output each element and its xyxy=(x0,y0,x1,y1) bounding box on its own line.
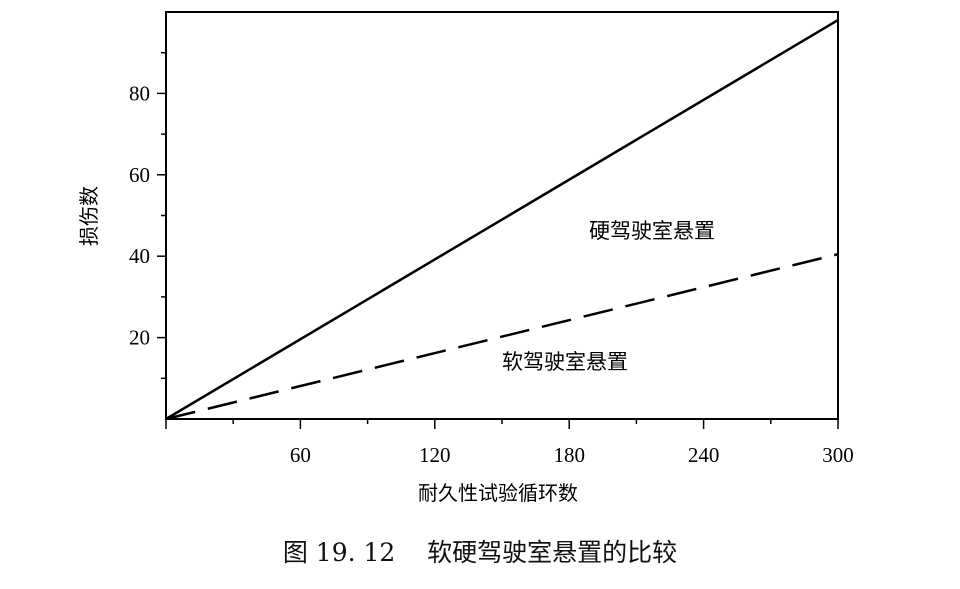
x-tick-label: 300 xyxy=(822,443,854,467)
y-tick-label: 80 xyxy=(129,81,150,105)
y-tick-label: 60 xyxy=(129,163,150,187)
x-tick-label: 240 xyxy=(688,443,720,467)
y-tick-label: 40 xyxy=(129,244,150,268)
x-tick-label: 120 xyxy=(419,443,451,467)
series-line-soft-cab-mount xyxy=(165,252,839,421)
annotation-soft-cab-mount: 软驾驶室悬置 xyxy=(502,350,628,374)
series-lines xyxy=(165,19,839,421)
series-line-hard-cab-mount xyxy=(165,19,839,421)
x-axis: 60 120 180 240 300 xyxy=(165,419,854,467)
figure-caption: 图 19. 12 软硬驾驶室悬置的比较 xyxy=(282,538,678,567)
y-axis: 20 40 60 80 xyxy=(129,51,166,380)
x-axis-title: 耐久性试验循环数 xyxy=(418,481,578,505)
y-tick-label: 20 xyxy=(129,326,150,350)
x-tick-label: 60 xyxy=(290,443,311,467)
x-tick-label: 180 xyxy=(553,443,585,467)
annotation-hard-cab-mount: 硬驾驶室悬置 xyxy=(589,219,715,243)
y-axis-title: 损伤数 xyxy=(77,186,101,246)
chart: 20 40 60 80 60 120 180 240 300 硬驾驶室悬置 软驾驶室悬置 耐久… xyxy=(77,11,854,505)
